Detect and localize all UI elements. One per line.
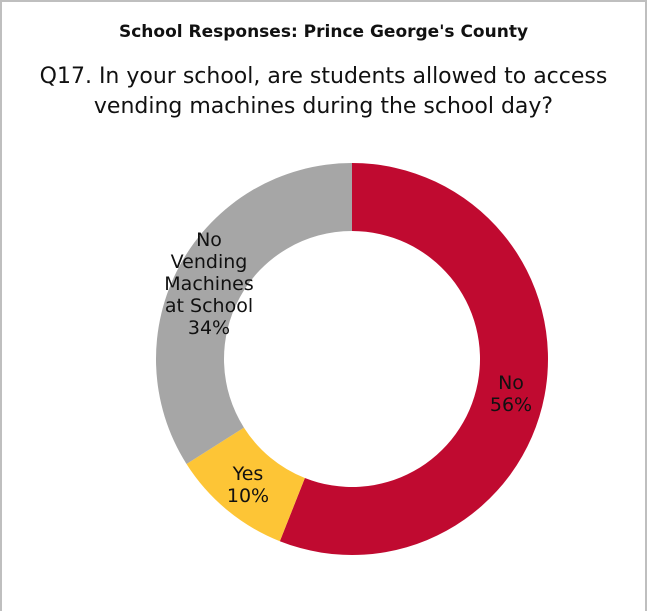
chart-title: School Responses: Prince George's County bbox=[118, 22, 529, 42]
slice-label-yes: Yes 10% bbox=[227, 463, 269, 507]
slice-no bbox=[279, 163, 549, 555]
slice-no-vending-machines-at-school bbox=[156, 163, 352, 465]
slice-label-no-vending-machines-at-school: No Vending Machines at School 34% bbox=[164, 229, 253, 339]
question-text: Q17. In your school, are students allowe… bbox=[39, 64, 608, 119]
slice-label-no: No 56% bbox=[490, 372, 532, 416]
slice-yes bbox=[186, 427, 305, 542]
